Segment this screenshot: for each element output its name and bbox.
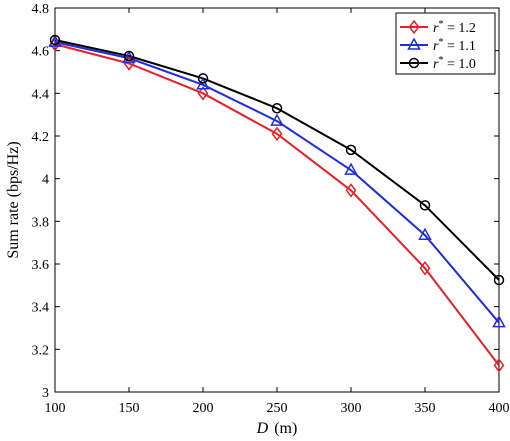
legend-label: r* = 1.2: [433, 19, 476, 36]
y-tick-label: 3.6: [32, 258, 50, 273]
y-tick-label: 4.4: [32, 87, 50, 102]
y-tick-label: 3.8: [32, 215, 50, 230]
data-point-circle: [493, 274, 505, 286]
series-line-1.0: [54, 39, 500, 281]
x-tick-label: 400: [489, 401, 510, 416]
y-tick-label: 4: [42, 173, 49, 188]
data-point-circle: [49, 34, 61, 46]
y-tick-label: 3: [42, 386, 49, 401]
x-tick-label: 300: [341, 401, 362, 416]
x-tick-label: 100: [45, 401, 66, 416]
data-point-diamond: [345, 183, 357, 198]
y-tick-label: 4.8: [32, 2, 50, 17]
x-tick-label: 250: [267, 401, 288, 416]
data-point-triangle: [492, 315, 506, 328]
data-point-triangle: [122, 50, 136, 63]
y-tick-label: 4.6: [32, 45, 50, 60]
data-point-circle: [419, 200, 431, 211]
y-axis-label: Sum rate (bps/Hz): [5, 141, 22, 258]
x-tick-label: 200: [193, 401, 214, 416]
y-tick-label: 4.2: [32, 130, 50, 145]
x-tick-label: 350: [415, 401, 436, 416]
data-point-diamond: [419, 261, 431, 276]
x-axis-ticks: 100 150 200 250 300 350 400: [45, 8, 510, 416]
legend-marker-triangle: [407, 37, 421, 50]
data-point-circle: [271, 103, 283, 114]
x-axis-label: D (m): [256, 420, 298, 437]
y-axis-ticks: 3 3.2 3.4 3.6 3.8 4 4.2 4.4 4.6 4.8: [32, 2, 499, 401]
data-point-triangle: [196, 77, 210, 90]
data-point-triangle: [418, 227, 432, 240]
data-point-triangle: [270, 113, 284, 126]
data-point-diamond: [271, 126, 283, 142]
legend-label: r* = 1.0: [433, 55, 476, 72]
y-tick-label: 3.4: [32, 301, 50, 316]
legend: r* = 1.2r* = 1.1r* = 1.0: [395, 12, 496, 75]
y-tick-label: 3.2: [32, 343, 50, 358]
data-point-circle: [345, 144, 357, 156]
legend-marker-circle: [408, 57, 420, 69]
data-point-diamond: [493, 358, 505, 373]
legend-label: r* = 1.1: [433, 37, 476, 54]
legend-marker-diamond: [408, 19, 420, 35]
x-tick-label: 150: [119, 401, 140, 416]
series-line-1.2: [54, 43, 500, 366]
series-markers: [48, 34, 506, 373]
data-point-diamond: [197, 86, 209, 101]
data-point-triangle: [48, 34, 62, 47]
data-point-triangle: [344, 162, 358, 175]
data-point-circle: [123, 50, 135, 62]
data-point-circle: [197, 73, 209, 84]
